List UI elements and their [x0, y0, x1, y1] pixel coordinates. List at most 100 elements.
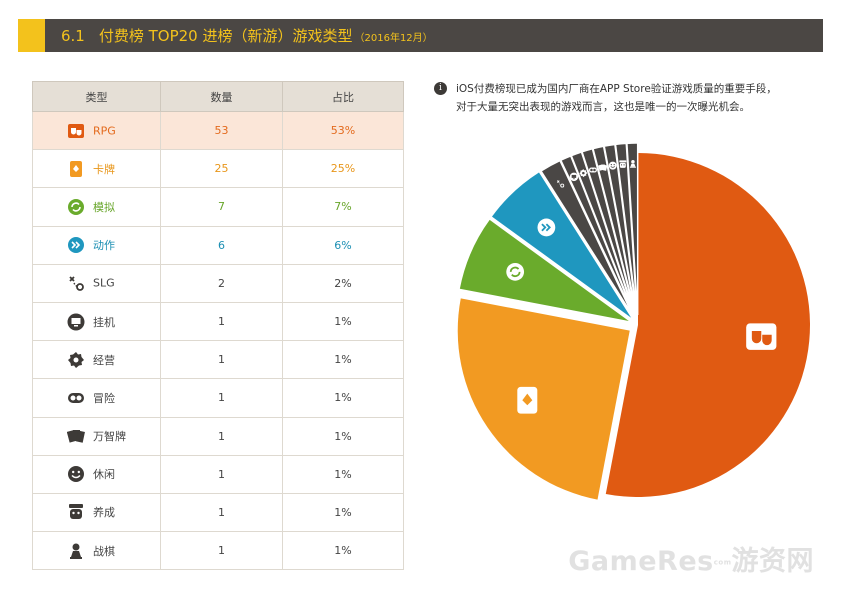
- table-row: 战棋 1 1%: [32, 531, 404, 571]
- type-label: 动作: [93, 239, 115, 253]
- cell-count: 1: [160, 340, 283, 380]
- type-label: SLG: [93, 276, 115, 290]
- character-icon: [67, 503, 85, 521]
- pie-cards-fan-icon: [598, 164, 608, 171]
- pie-slice-战棋: [626, 142, 639, 316]
- cell-type: RPG: [32, 110, 161, 151]
- type-label: RPG: [93, 124, 116, 138]
- section-subtitle: （2016年12月）: [354, 33, 433, 44]
- table-header-row: 类型 数量 占比: [32, 81, 404, 112]
- cell-pct: 6%: [282, 225, 404, 265]
- strategy-icon: [67, 274, 85, 292]
- cell-count: 7: [160, 187, 283, 227]
- cell-pct: 1%: [282, 454, 404, 494]
- table-row: RPG 53 53%: [32, 110, 404, 151]
- cell-pct: 1%: [282, 378, 404, 418]
- cell-count: 25: [160, 149, 283, 189]
- section-title: 6.1 付费榜 TOP20 进榜（新游）游戏类型 （2016年12月）: [61, 25, 433, 46]
- cell-type: SLG: [32, 263, 161, 303]
- pie-strategy-icon: [556, 180, 565, 188]
- monitor-icon: [67, 313, 85, 331]
- info-icon: i: [434, 82, 447, 95]
- type-label: 卡牌: [93, 162, 115, 176]
- note-text: i iOS付费榜现已成为国内厂商在APP Store验证游戏质量的重要手段， 对…: [434, 80, 838, 116]
- cell-type: 休闲: [32, 454, 161, 494]
- cell-pct: 1%: [282, 416, 404, 456]
- rpg-mask-icon: [67, 122, 85, 140]
- goggles-icon: [67, 389, 85, 407]
- type-label: 休闲: [93, 468, 115, 482]
- cell-type: 冒险: [32, 378, 161, 418]
- cell-pct: 25%: [282, 149, 404, 189]
- watermark-cn: 游资网: [731, 546, 814, 577]
- pie-smile-icon: [608, 161, 617, 170]
- game-type-table: 类型 数量 占比 RPG 53 53% 卡牌 25 25% 模拟 7 7% 动作 6 6% SLG 2 2%…: [32, 81, 404, 571]
- cell-pct: 53%: [282, 110, 404, 151]
- cell-count: 1: [160, 531, 283, 571]
- cell-count: 1: [160, 454, 283, 494]
- cell-type: 养成: [32, 492, 161, 533]
- pie-goggles-icon: [588, 167, 597, 173]
- note-line-2: 对于大量无突出表现的游戏而言，这也是唯一的一次曝光机会。: [456, 101, 750, 113]
- pie-slice-SLG: [539, 159, 634, 317]
- cell-count: 1: [160, 416, 283, 456]
- col-header-count: 数量: [160, 81, 283, 112]
- table-row: 卡牌 25 25%: [32, 149, 404, 189]
- cell-pct: 1%: [282, 340, 404, 380]
- table-row: 养成 1 1%: [32, 492, 404, 533]
- header-accent-bar: [18, 19, 45, 52]
- section-title-text: 付费榜 TOP20 进榜（新游）游戏类型: [98, 27, 353, 45]
- cell-count: 2: [160, 263, 283, 303]
- table-row: 休闲 1 1%: [32, 454, 404, 494]
- type-label: 战棋: [93, 544, 115, 558]
- section-header: 6.1 付费榜 TOP20 进榜（新游）游戏类型 （2016年12月）: [18, 19, 823, 52]
- table-row: 经营 1 1%: [32, 340, 404, 380]
- watermark-brand: GameRes: [568, 546, 714, 577]
- pie-slice-模拟: [459, 219, 629, 322]
- cell-type: 动作: [32, 225, 161, 265]
- cell-count: 1: [160, 301, 283, 342]
- pie-gear-icon: [579, 169, 588, 178]
- type-label: 经营: [93, 353, 115, 367]
- cell-count: 1: [160, 378, 283, 418]
- cell-type: 战棋: [32, 531, 161, 571]
- pie-character-icon: [619, 160, 627, 168]
- type-label: 模拟: [93, 200, 115, 214]
- cell-count: 1: [160, 492, 283, 533]
- cell-pct: 7%: [282, 187, 404, 227]
- col-header-pct: 占比: [282, 81, 404, 112]
- cell-pct: 1%: [282, 301, 404, 342]
- table-row: SLG 2 2%: [32, 263, 404, 303]
- table-row: 万智牌 1 1%: [32, 416, 404, 456]
- action-arrows-icon: [67, 236, 85, 254]
- smile-icon: [67, 465, 85, 483]
- cell-type: 挂机: [32, 301, 161, 342]
- cell-type: 万智牌: [32, 416, 161, 456]
- pie-card-icon: [517, 386, 538, 414]
- cell-pct: 1%: [282, 531, 404, 571]
- pie-sim-cycle-icon: [506, 262, 525, 281]
- pie-chess-pawn-icon: [629, 159, 636, 168]
- table-row: 模拟 7 7%: [32, 187, 404, 227]
- pie-monitor-icon: [569, 172, 579, 182]
- type-label: 冒险: [93, 391, 115, 405]
- cell-count: 6: [160, 225, 283, 265]
- game-type-pie-chart: [457, 142, 811, 500]
- col-header-type: 类型: [32, 81, 161, 112]
- pie-action-arrows-icon: [537, 218, 556, 237]
- watermark-com: com: [713, 558, 732, 567]
- gear-icon: [67, 351, 85, 369]
- cell-pct: 2%: [282, 263, 404, 303]
- table-row: 冒险 1 1%: [32, 378, 404, 418]
- type-label: 挂机: [93, 315, 115, 329]
- card-icon: [67, 160, 85, 178]
- table-row: 动作 6 6%: [32, 225, 404, 265]
- type-label: 养成: [93, 506, 115, 520]
- sim-cycle-icon: [67, 198, 85, 216]
- cards-fan-icon: [66, 427, 85, 445]
- pie-rpg-mask-icon: [746, 323, 777, 350]
- cell-pct: 1%: [282, 492, 404, 533]
- cell-count: 53: [160, 110, 283, 151]
- pie-slice-卡牌: [457, 298, 630, 500]
- cell-type: 模拟: [32, 187, 161, 227]
